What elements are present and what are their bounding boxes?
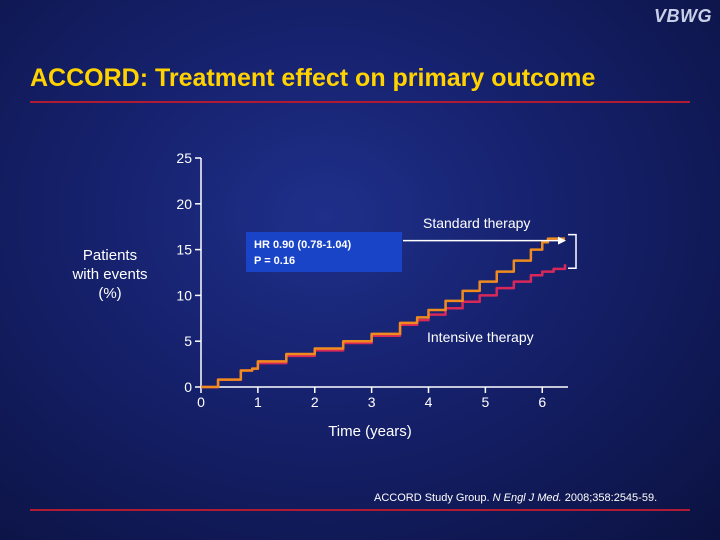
citation: ACCORD Study Group. N Engl J Med. 2008;3… (374, 492, 657, 504)
x-tick-label-6: 6 (538, 394, 546, 410)
chart-axes: 0 5 10 15 20 25 0 1 2 3 4 5 6 (176, 150, 568, 410)
y-tick-label-15: 15 (176, 242, 192, 258)
p-value-text: P = 0.16 (254, 255, 296, 267)
chart-series (201, 237, 567, 389)
chart-overlay (403, 233, 577, 270)
citation-authors: ACCORD Study Group. (374, 492, 490, 504)
series-label-intensive: Intensive therapy (427, 329, 534, 345)
x-tick-label-1: 1 (254, 394, 262, 410)
footer-divider (30, 509, 690, 511)
y-tick-label-5: 5 (184, 333, 192, 349)
vbwg-logo: VBWG (654, 6, 712, 26)
x-tick-label-3: 3 (368, 394, 376, 410)
y-axis-label: Patients with events (%) (72, 247, 148, 302)
series-line-standard (201, 237, 565, 389)
citation-ref: 2008;358:2545-59. (564, 492, 658, 504)
x-axis-label: Time (years) (328, 423, 412, 440)
hazard-ratio-text: HR 0.90 (0.78-1.04) (254, 239, 352, 251)
x-tick-label-2: 2 (311, 394, 319, 410)
title-divider (30, 101, 690, 103)
slide-title: ACCORD: Treatment effect on primary outc… (30, 64, 596, 92)
y-tick-label-25: 25 (176, 150, 192, 166)
y-tick-label-0: 0 (184, 379, 192, 395)
x-tick-label-5: 5 (481, 394, 489, 410)
y-tick-label-20: 20 (176, 196, 192, 212)
arrow-head (558, 236, 566, 245)
series-label-standard: Standard therapy (423, 215, 531, 231)
hazard-ratio-box: HR 0.90 (0.78-1.04) P = 0.16 (246, 232, 402, 272)
citation-journal: N Engl J Med. (492, 492, 562, 504)
y-tick-label-10: 10 (176, 287, 192, 303)
x-tick-label-0: 0 (197, 394, 205, 410)
difference-bracket (568, 233, 577, 270)
x-tick-label-4: 4 (425, 394, 433, 410)
